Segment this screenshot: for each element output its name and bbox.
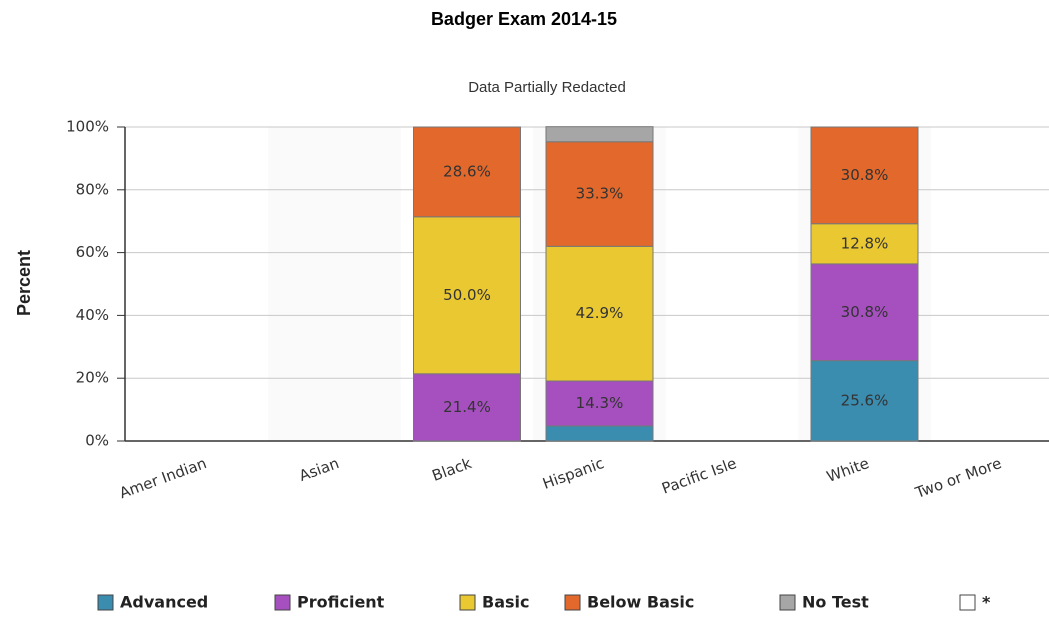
x-tick-label: Hispanic (540, 454, 606, 493)
bar-segment (413, 126, 521, 218)
bar-segment (413, 216, 521, 375)
bar-segment (545, 380, 654, 427)
legend-swatch (274, 594, 291, 611)
data-label: 12.8% (841, 234, 889, 252)
y-tick-label: 0% (85, 432, 109, 450)
chart-title: Badger Exam 2014-15 (431, 9, 617, 29)
bar-segment (545, 126, 654, 143)
legend-swatch (959, 594, 976, 611)
legend-swatch (779, 594, 796, 611)
data-label: 25.6% (841, 391, 889, 409)
x-tick-label: Pacific Isle (659, 454, 739, 498)
data-label: 50.0% (443, 286, 491, 304)
chart-subtitle: Data Partially Redacted (468, 79, 626, 96)
data-label: 14.3% (576, 394, 624, 412)
legend-label: Basic (482, 593, 529, 612)
legend-swatch (459, 594, 476, 611)
x-tick-label: Two or More (912, 454, 1004, 502)
data-label: 33.3% (576, 185, 624, 203)
x-tick-label: Black (430, 454, 475, 485)
bar-segment (545, 425, 654, 442)
legend-label: Advanced (120, 593, 208, 612)
bar-segment (810, 126, 919, 225)
data-label: 42.9% (576, 304, 624, 322)
x-tick-label: Amer Indian (117, 454, 209, 502)
data-label: 30.8% (841, 303, 889, 321)
data-label: 30.8% (841, 166, 889, 184)
bar-segment (413, 373, 521, 442)
legend-swatch (97, 594, 114, 611)
legend-label: * (982, 593, 991, 612)
bar-segment (810, 360, 919, 442)
bar-segment (545, 245, 654, 382)
y-tick-label: 100% (66, 118, 109, 136)
bar-segment (545, 141, 654, 247)
bar-segment (810, 223, 919, 265)
x-tick-label: White (824, 454, 871, 486)
data-label: 28.6% (443, 162, 491, 180)
y-tick-label: 20% (76, 369, 109, 387)
column-band (268, 127, 401, 441)
legend-label: Below Basic (587, 593, 694, 612)
legend-swatch (564, 594, 581, 611)
y-tick-label: 60% (76, 243, 109, 261)
legend-label: Proficient (297, 593, 385, 612)
legend-label: No Test (802, 593, 869, 612)
y-axis-label: Percent (14, 250, 34, 316)
y-tick-label: 40% (76, 306, 109, 324)
bar-segment (810, 263, 919, 362)
data-label: 21.4% (443, 398, 491, 416)
y-tick-label: 80% (76, 180, 109, 198)
x-tick-label: Asian (297, 454, 342, 485)
